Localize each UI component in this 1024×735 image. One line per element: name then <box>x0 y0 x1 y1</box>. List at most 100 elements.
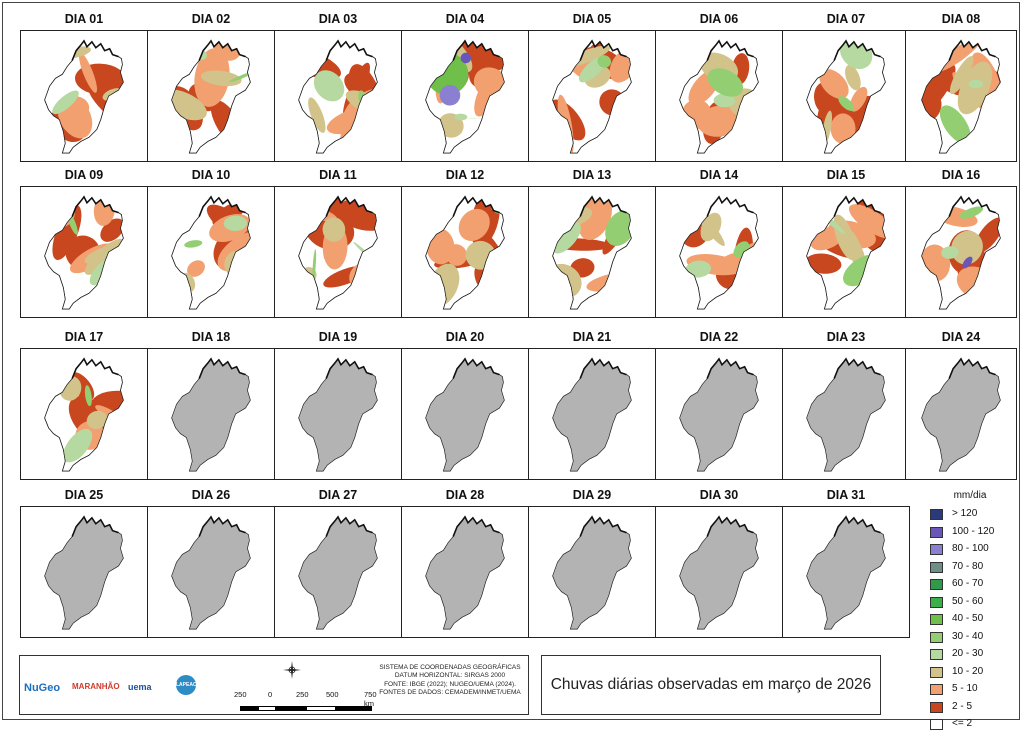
legend-item: 20 - 30 <box>920 647 1020 665</box>
state-map <box>552 515 632 630</box>
state-shape <box>679 196 759 310</box>
legend-swatch <box>930 719 943 730</box>
state-map <box>425 195 505 310</box>
scale-segment <box>240 706 258 711</box>
rainfall-contour <box>52 90 79 115</box>
day-label: DIA 04 <box>445 12 485 26</box>
day-map <box>274 186 402 318</box>
legend-swatch <box>930 596 943 608</box>
legend-swatch <box>930 561 943 573</box>
day-map <box>401 30 529 162</box>
rainfall-contour <box>308 97 326 133</box>
legend-item: 5 - 10 <box>920 682 1020 700</box>
state-map <box>44 515 124 630</box>
state-shape <box>921 358 1001 472</box>
legend-swatch <box>930 614 943 625</box>
legend-item: 50 - 60 <box>920 595 1020 613</box>
state-shape <box>425 358 505 472</box>
state-shape <box>298 358 378 472</box>
coastline <box>706 357 754 379</box>
coastline <box>948 357 996 379</box>
day-label: DIA 13 <box>572 168 612 182</box>
coastline <box>198 39 246 61</box>
lapeac-logo: LAPEAC <box>176 675 197 695</box>
scale-label: 500 <box>326 690 339 699</box>
rainfall-field <box>552 196 632 299</box>
legend-item: 40 - 50 <box>920 612 1020 630</box>
map-title: Chuvas diárias observadas em março de 20… <box>550 676 872 693</box>
day-map <box>655 506 783 638</box>
state-map <box>679 357 759 472</box>
day-label: DIA 07 <box>826 12 866 26</box>
coastline <box>325 195 373 217</box>
rainfall-contour <box>312 249 317 281</box>
rainfall-contour <box>819 69 849 99</box>
legend-label: 50 - 60 <box>952 595 984 607</box>
state-map <box>171 195 251 310</box>
state-shape <box>552 516 632 630</box>
day-label: DIA 22 <box>699 330 739 344</box>
day-label: DIA 20 <box>445 330 485 344</box>
day-map <box>782 30 910 162</box>
day-label: DIA 23 <box>826 330 866 344</box>
rainfall-contour <box>460 52 472 64</box>
legend-label: 70 - 80 <box>952 560 984 572</box>
day-map <box>782 186 910 318</box>
coastline <box>579 515 627 537</box>
coastline <box>579 357 627 379</box>
day-map <box>401 348 529 480</box>
day-map <box>401 506 529 638</box>
scale-label: 250 <box>234 690 247 699</box>
legend-item: 2 - 5 <box>920 700 1020 718</box>
state-map <box>425 515 505 630</box>
legend-swatch <box>930 684 943 695</box>
rainfall-contour <box>229 71 251 83</box>
day-map <box>274 30 402 162</box>
rainfall-contour <box>63 428 93 463</box>
rainfall-contour <box>707 68 744 97</box>
map-credits: SISTEMA DE COORDENADAS GEOGRÁFICAS DATUM… <box>370 664 530 698</box>
legend-label: 10 - 20 <box>952 665 984 677</box>
legend-item: 70 - 80 <box>920 560 1020 578</box>
day-label: DIA 03 <box>318 12 358 26</box>
legend-label: 80 - 100 <box>952 543 989 554</box>
day-label: DIA 24 <box>941 330 981 344</box>
rainfall-contour <box>439 84 461 106</box>
legend-swatch <box>930 701 943 713</box>
rainfall-contour <box>700 212 722 242</box>
rainfall-contour <box>605 210 632 246</box>
rainfall-contour <box>833 214 857 261</box>
rainfall-contour <box>52 205 82 260</box>
day-map <box>528 30 656 162</box>
coastline <box>198 515 246 537</box>
day-label: DIA 12 <box>445 168 485 182</box>
state-map <box>806 39 886 154</box>
state-map <box>921 39 1001 154</box>
rainfall-contour <box>939 105 971 144</box>
credit-line: DATUM HORIZONTAL: SIRGAS 2000 <box>394 672 506 680</box>
state-map <box>298 39 378 154</box>
legend-swatch <box>930 544 943 555</box>
legend-label: > 120 <box>952 508 978 519</box>
rainfall-contour <box>78 52 98 93</box>
rainfall-contour <box>982 265 1001 301</box>
day-map <box>655 348 783 480</box>
nugeo-logo: NuGeo <box>24 682 61 694</box>
state-map <box>171 357 251 472</box>
coastline <box>833 357 881 379</box>
day-label: DIA 19 <box>318 330 358 344</box>
legend-swatch <box>930 526 943 538</box>
state-shape <box>806 358 886 472</box>
scale-segment <box>306 706 336 711</box>
state-map <box>806 195 886 310</box>
legend-title: mm/dia <box>953 490 987 501</box>
state-map <box>298 515 378 630</box>
day-label: DIA 28 <box>445 488 485 502</box>
legend-swatch <box>930 666 943 678</box>
legend-label: 40 - 50 <box>952 613 984 624</box>
rainfall-contour <box>951 230 983 265</box>
legend-item: 10 - 20 <box>920 665 1020 683</box>
day-map <box>20 506 148 638</box>
coastline <box>71 515 119 537</box>
day-label: DIA 16 <box>941 168 981 182</box>
